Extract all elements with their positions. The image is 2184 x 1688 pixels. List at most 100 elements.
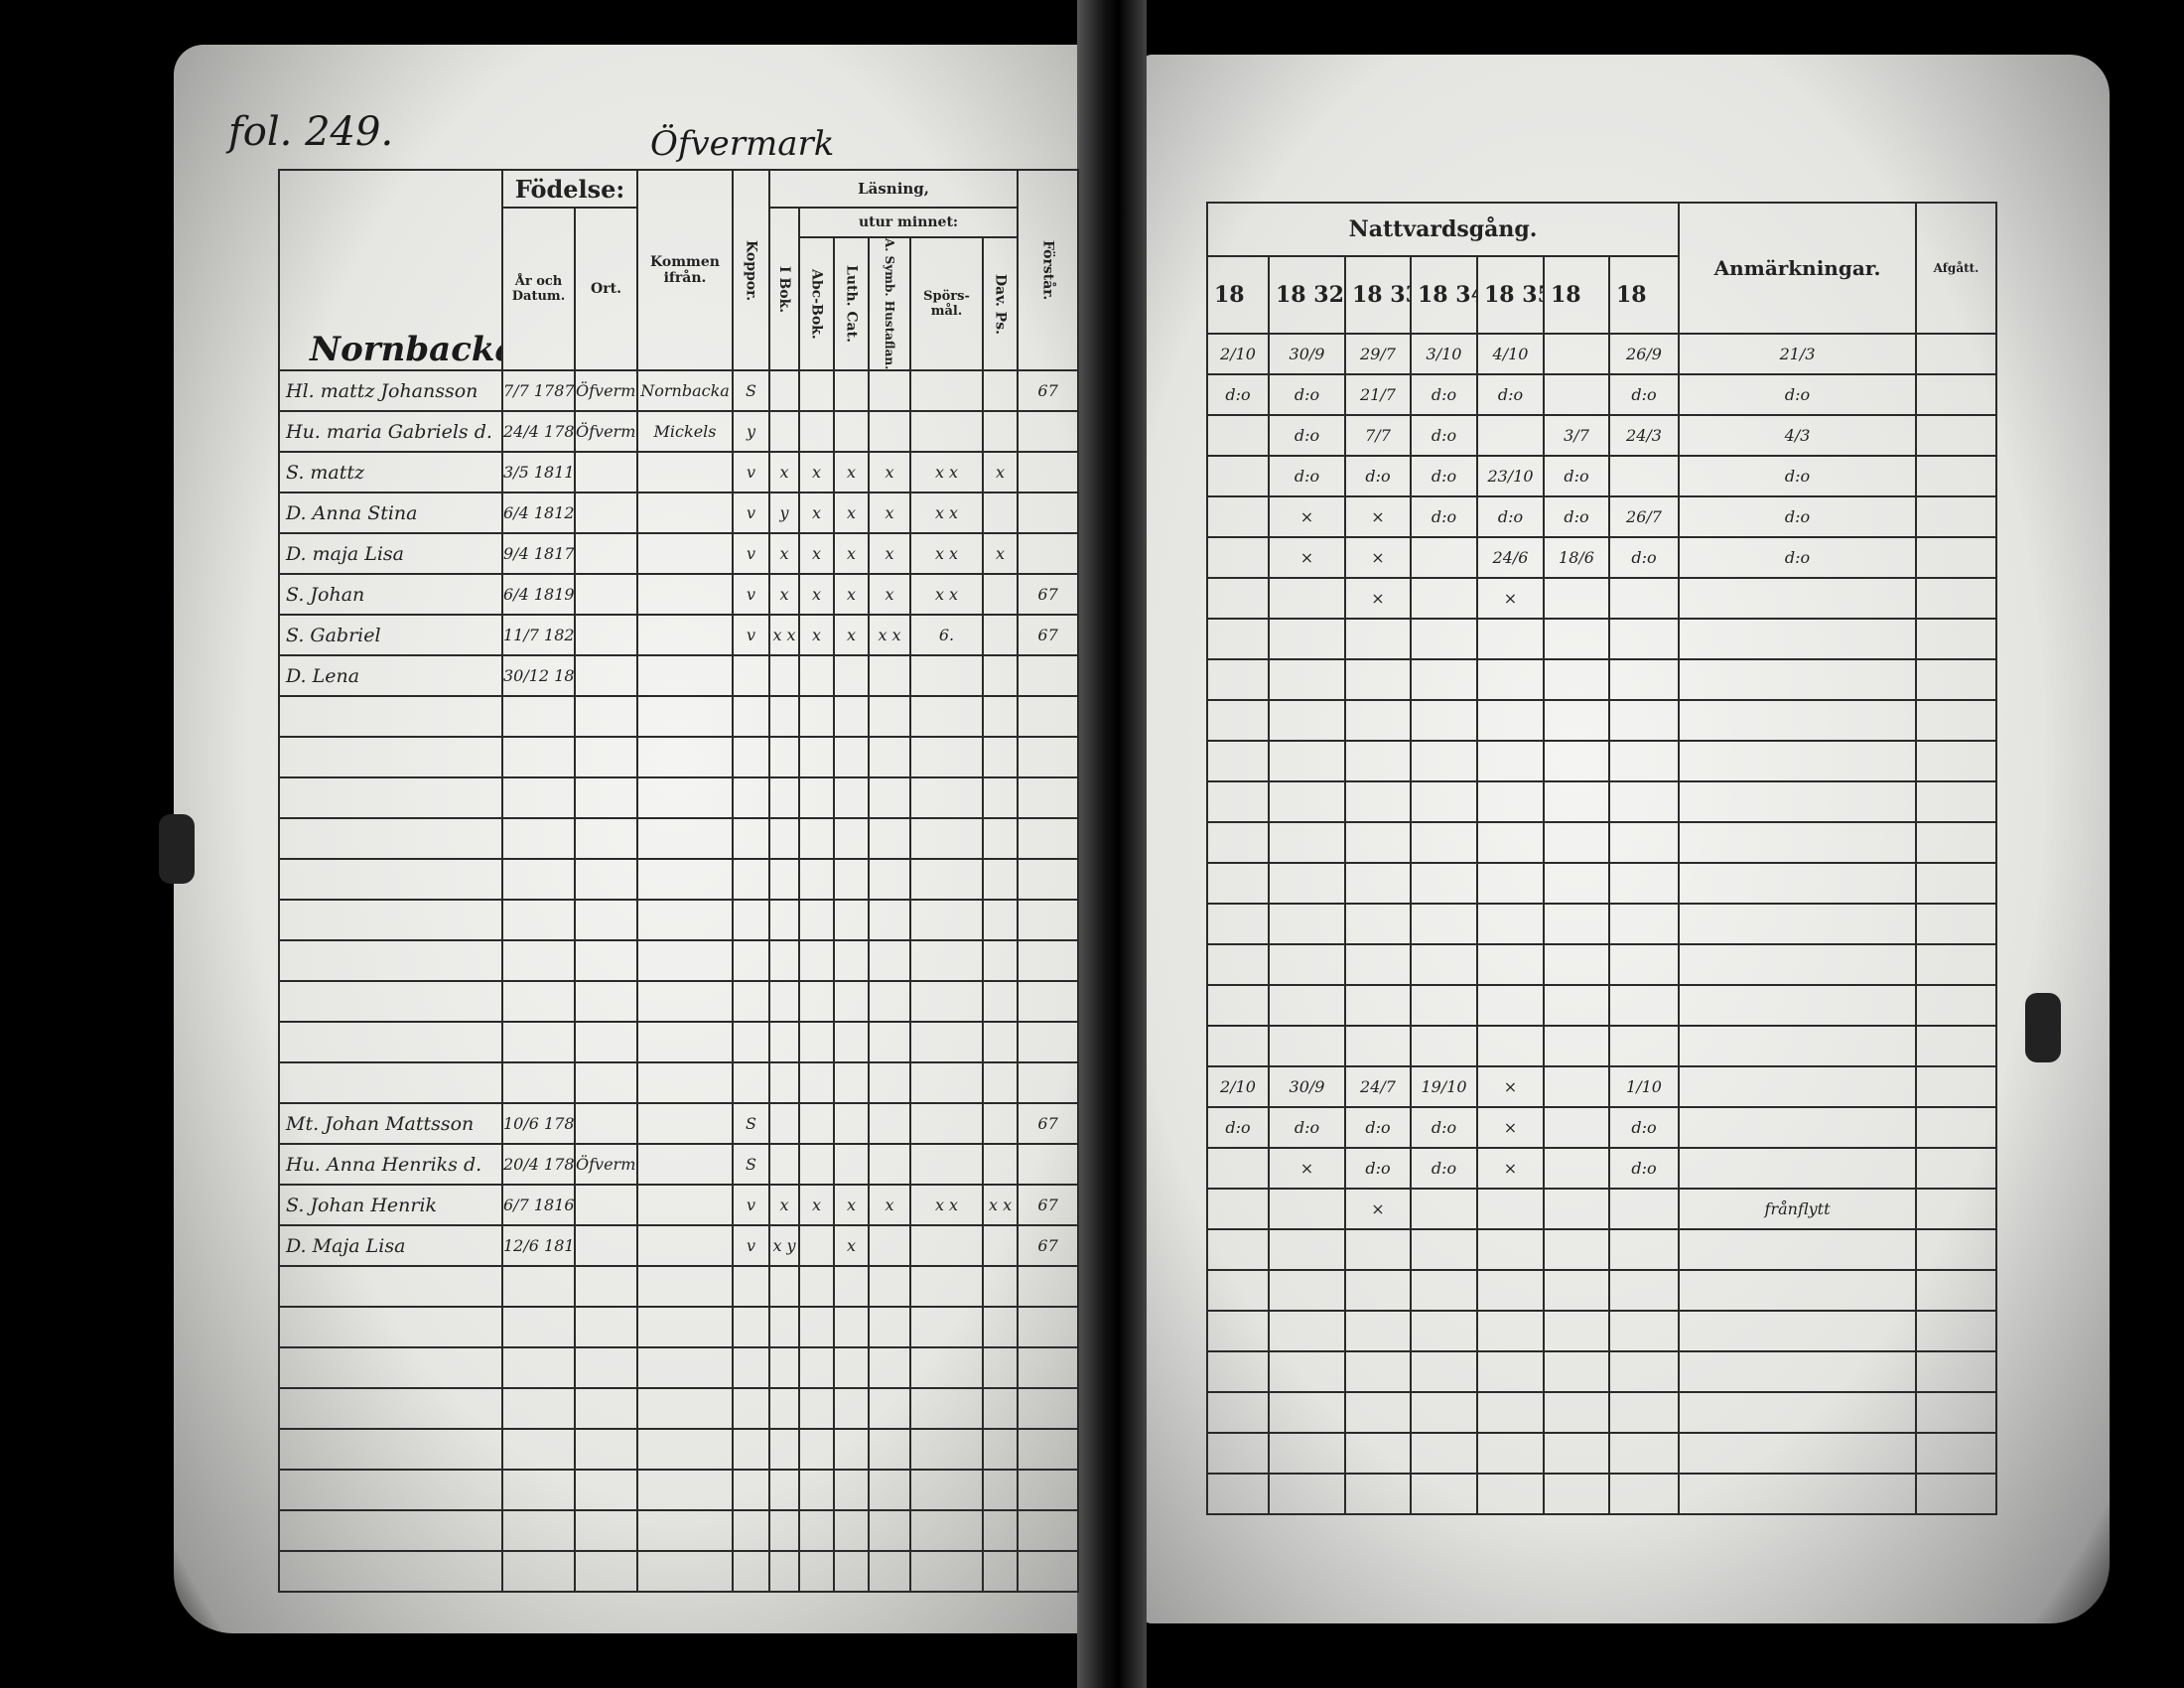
table-cell (573, 1550, 639, 1594)
table-cell (573, 1102, 639, 1146)
table-cell (1607, 455, 1681, 497)
table-cell: 7/7 (1344, 414, 1412, 457)
table-cell (1017, 492, 1080, 535)
table-cell: x (833, 532, 871, 576)
table-cell (833, 1102, 871, 1146)
table-cell (768, 1061, 801, 1105)
table-cell (1017, 1021, 1080, 1064)
table-cell (573, 1428, 639, 1472)
table-cell (636, 1509, 735, 1553)
ort-header: Ort. (573, 206, 639, 372)
table-cell (982, 1021, 1020, 1064)
table-cell: d:o (1410, 1106, 1478, 1149)
table-cell (768, 369, 801, 413)
table-cell: Hu. Anna Henriks d. (278, 1143, 503, 1187)
table-cell (501, 1550, 576, 1594)
table-cell (982, 1061, 1020, 1105)
table-row: Hu. Anna Henriks d.20/4 1785Öfverm. S (278, 1143, 1080, 1187)
table-cell (636, 736, 735, 779)
place-header: Nornbacka (278, 168, 503, 372)
table-cell (1543, 1065, 1610, 1108)
table-cell: x (798, 492, 836, 535)
table-cell (909, 1469, 985, 1512)
table-row (1206, 903, 1998, 945)
table-cell (636, 1265, 735, 1309)
table-cell: Mickels (636, 410, 735, 454)
table-row (1206, 1310, 1998, 1352)
table-cell: S (732, 1143, 771, 1187)
table-cell: frånflytt (1678, 1188, 1918, 1230)
table-cell (868, 1387, 912, 1431)
table-cell (909, 1346, 985, 1390)
table-cell (909, 1550, 985, 1594)
table-cell: x x (868, 614, 912, 657)
table-cell (1206, 1310, 1270, 1352)
table-cell (833, 1265, 871, 1309)
table-cell (1268, 862, 1346, 905)
table-cell (909, 1021, 985, 1064)
table-cell (868, 1550, 912, 1594)
table-cell (1543, 1228, 1610, 1271)
table-row (278, 817, 1080, 861)
table-cell (1344, 780, 1412, 823)
table-cell: x (833, 492, 871, 535)
table-cell (732, 899, 771, 942)
table-cell (1543, 1310, 1610, 1352)
table-cell: x (798, 532, 836, 576)
table-cell (1915, 862, 1998, 905)
table-cell (833, 899, 871, 942)
table-cell (1344, 1310, 1412, 1352)
table-cell: v (732, 1184, 771, 1227)
table-cell (982, 369, 1020, 413)
table-cell (1344, 821, 1412, 864)
table-cell: × (1344, 1188, 1412, 1230)
table-cell (1344, 1025, 1412, 1067)
table-cell (1915, 1432, 1998, 1475)
table-cell (1915, 903, 1998, 945)
table-row: × × d:o d:o d:o 26/7 d:o (1206, 495, 1998, 538)
table-cell (1410, 618, 1478, 660)
table-cell (501, 817, 576, 861)
table-cell (1915, 943, 1998, 986)
table-cell: 3/10 (1410, 333, 1478, 375)
table-cell: Öfverm. (573, 369, 639, 413)
table-cell: 9/4 1817 (501, 532, 576, 576)
table-row (1206, 740, 1998, 782)
table-cell (732, 736, 771, 779)
table-cell (573, 980, 639, 1024)
table-cell (1017, 1265, 1080, 1309)
table-cell (1915, 1391, 1998, 1434)
table-cell (833, 1346, 871, 1390)
table-cell: S (732, 369, 771, 413)
table-cell (868, 1061, 912, 1105)
table-cell (1543, 903, 1610, 945)
table-cell (636, 1102, 735, 1146)
table-cell (1607, 1310, 1681, 1352)
table-row (278, 1509, 1080, 1553)
table-cell: 24/6 (1476, 536, 1545, 579)
table-cell (1543, 821, 1610, 864)
table-cell (278, 776, 503, 820)
table-cell (833, 1509, 871, 1553)
table-row (1206, 1269, 1998, 1312)
table-cell (1410, 536, 1478, 579)
lasning-header: Läsning, (768, 169, 1020, 209)
table-cell (1206, 821, 1270, 864)
table-cell (278, 817, 503, 861)
table-cell (1268, 943, 1346, 986)
abc-bok-header: Abc-Bok. (798, 235, 836, 372)
table-cell (1206, 618, 1270, 660)
table-cell (982, 695, 1020, 739)
table-cell (636, 614, 735, 657)
table-cell: 21/7 (1344, 373, 1412, 416)
table-cell (1206, 780, 1270, 823)
table-cell (1543, 577, 1610, 620)
table-cell (1017, 1346, 1080, 1390)
table-cell: d:o (1410, 1147, 1478, 1190)
table-cell (573, 736, 639, 779)
spors-mal-header: Spörs-mål. (909, 235, 985, 372)
table-cell (1476, 414, 1545, 457)
table-cell (1344, 984, 1412, 1027)
table-cell: d:o (1268, 414, 1346, 457)
